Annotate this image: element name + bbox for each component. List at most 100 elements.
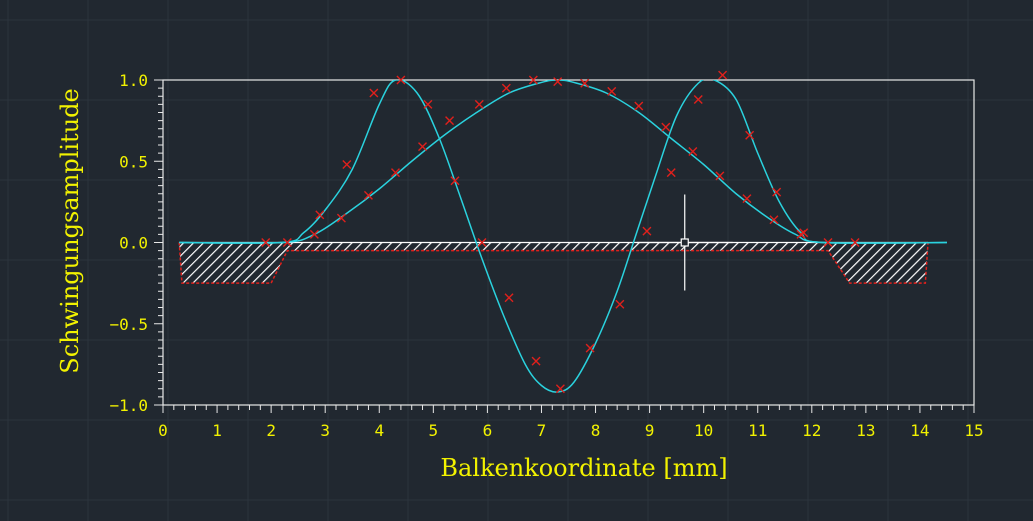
measured-point-marker: [261, 238, 271, 247]
mode-curve-2: [179, 80, 947, 244]
x-tick-label: 7: [537, 421, 547, 440]
marker-stroke: [445, 116, 455, 126]
beam-hatch-fill: [179, 242, 929, 284]
marker-stroke: [363, 190, 373, 200]
measured-point-marker: [315, 210, 325, 220]
x-tick-label: 4: [374, 421, 384, 440]
measured-point-marker: [799, 228, 809, 238]
measured-point-marker: [585, 343, 595, 353]
marker-stroke: [607, 86, 617, 96]
marker-stroke: [615, 299, 625, 309]
marker-stroke: [369, 88, 379, 98]
marker-stroke: [336, 213, 346, 223]
marker-stroke: [642, 226, 652, 236]
x-tick-label: 0: [158, 421, 168, 440]
measured-point-marker: [501, 83, 511, 93]
measured-point-marker: [528, 75, 538, 85]
marker-stroke: [282, 238, 292, 247]
measured-point-marker: [661, 122, 671, 132]
y-tick-label: 0.0: [119, 234, 148, 253]
mode-curves: [179, 80, 947, 393]
x-tick-label: 11: [748, 421, 767, 440]
y-axis-title: Schwingungsamplitude: [56, 88, 84, 373]
measured-point-marker: [615, 299, 625, 309]
measured-point-marker: [363, 190, 373, 200]
x-tick-label: 13: [856, 421, 875, 440]
y-tick-label: 1.0: [119, 71, 148, 90]
measured-point-marker: [553, 77, 563, 87]
measured-point-marker: [823, 238, 833, 247]
marker-stroke: [390, 168, 400, 178]
marker-stroke: [693, 95, 703, 104]
measured-point-marker: [396, 75, 406, 85]
x-axis-title: Balkenkoordinate [mm]: [440, 454, 727, 482]
measured-point-marker: [796, 229, 806, 239]
marker-stroke: [309, 229, 319, 239]
x-tick-label: 3: [320, 421, 330, 440]
measured-point-marker: [336, 213, 346, 223]
measured-point-marker: [342, 160, 352, 169]
measured-point-marker: [607, 86, 617, 96]
marker-stroke: [261, 238, 271, 247]
measured-point-marker: [474, 99, 484, 109]
measured-point-marker: [390, 168, 400, 178]
x-tick-label: 6: [483, 421, 493, 440]
marker-stroke: [342, 160, 352, 169]
marker-stroke: [850, 238, 860, 247]
marker-stroke: [718, 70, 728, 80]
marker-stroke: [742, 194, 752, 204]
marker-stroke: [823, 238, 833, 247]
marker-stroke: [423, 99, 433, 109]
x-tick-label: 10: [694, 421, 713, 440]
marker-stroke: [585, 343, 595, 353]
x-tick-label: 9: [645, 421, 655, 440]
measured-point-marker: [693, 95, 703, 104]
cursor-pick-box[interactable]: [680, 238, 689, 247]
marker-stroke: [528, 75, 538, 85]
measured-point-marker: [309, 229, 319, 239]
marker-stroke: [772, 187, 782, 197]
marker-stroke: [799, 228, 809, 238]
y-tick-label: −1.0: [109, 396, 148, 415]
x-tick-label: 14: [910, 421, 929, 440]
beam-outline: [178, 242, 929, 284]
marker-stroke: [796, 229, 806, 239]
y-tick-label: 0.5: [119, 152, 148, 171]
measured-point-marker: [688, 147, 698, 156]
marker-stroke: [688, 147, 698, 156]
marker-stroke: [474, 99, 484, 109]
marker-stroke: [666, 168, 676, 178]
beam-profile: [178, 241, 929, 284]
measured-point-marker: [742, 194, 752, 204]
marker-stroke: [501, 83, 511, 93]
crosshair-cursor[interactable]: [636, 194, 733, 291]
measured-point-marker: [666, 168, 676, 178]
marker-stroke: [504, 293, 514, 303]
marker-stroke: [450, 176, 460, 186]
x-tick-label: 1: [212, 421, 222, 440]
marker-stroke: [315, 210, 325, 220]
x-tick-label: 15: [964, 421, 983, 440]
measured-point-marker: [642, 226, 652, 236]
measured-point-marker: [718, 70, 728, 80]
measured-point-marker: [418, 142, 428, 152]
marker-stroke: [580, 78, 590, 88]
measured-point-marker: [504, 293, 514, 303]
measured-point-marker: [423, 99, 433, 109]
marker-stroke: [531, 356, 541, 366]
marker-stroke: [745, 130, 755, 140]
measured-point-marker: [715, 171, 725, 181]
x-tick-label: 8: [591, 421, 601, 440]
y-tick-label: −0.5: [109, 315, 148, 334]
measured-point-marker: [369, 88, 379, 98]
x-tick-label: 2: [266, 421, 276, 440]
measured-point-marker: [769, 215, 779, 225]
marker-stroke: [715, 171, 725, 181]
measured-point-marker: [282, 238, 292, 247]
x-tick-label: 5: [429, 421, 439, 440]
measured-point-marker: [445, 116, 455, 126]
measured-point-marker: [477, 238, 487, 247]
